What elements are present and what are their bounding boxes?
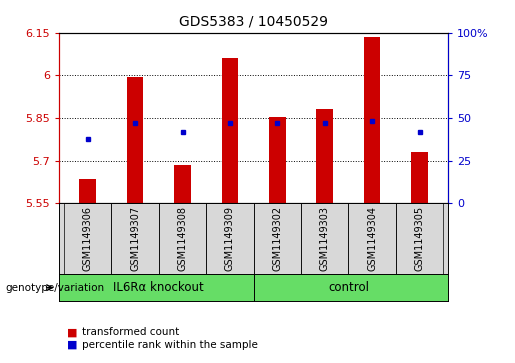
Bar bbox=[221, 58, 238, 203]
Bar bbox=[316, 109, 333, 203]
Text: GSM1149308: GSM1149308 bbox=[178, 206, 187, 271]
Text: GSM1149305: GSM1149305 bbox=[415, 206, 424, 271]
Bar bbox=[364, 37, 381, 203]
Text: percentile rank within the sample: percentile rank within the sample bbox=[82, 340, 259, 350]
Bar bbox=[301, 203, 349, 274]
Bar bbox=[396, 203, 443, 274]
Text: ■: ■ bbox=[67, 327, 77, 337]
Bar bbox=[159, 203, 206, 274]
Text: GSM1149304: GSM1149304 bbox=[367, 206, 377, 271]
Text: control: control bbox=[328, 281, 369, 294]
Text: GSM1149302: GSM1149302 bbox=[272, 206, 282, 271]
Bar bbox=[349, 203, 396, 274]
Bar bbox=[79, 179, 96, 203]
Bar bbox=[127, 77, 143, 203]
Text: GSM1149309: GSM1149309 bbox=[225, 206, 235, 271]
Text: GSM1149307: GSM1149307 bbox=[130, 206, 140, 271]
Bar bbox=[206, 203, 254, 274]
Text: GSM1149303: GSM1149303 bbox=[320, 206, 330, 271]
Text: GSM1149306: GSM1149306 bbox=[83, 206, 93, 271]
Text: ■: ■ bbox=[67, 340, 77, 350]
Bar bbox=[111, 203, 159, 274]
Text: genotype/variation: genotype/variation bbox=[5, 283, 104, 293]
Title: GDS5383 / 10450529: GDS5383 / 10450529 bbox=[179, 15, 328, 29]
Bar bbox=[253, 203, 301, 274]
Bar bbox=[174, 165, 191, 203]
Text: IL6Rα knockout: IL6Rα knockout bbox=[113, 281, 204, 294]
Bar bbox=[64, 203, 111, 274]
Text: transformed count: transformed count bbox=[82, 327, 180, 337]
Bar bbox=[411, 152, 428, 203]
Bar bbox=[269, 117, 286, 203]
